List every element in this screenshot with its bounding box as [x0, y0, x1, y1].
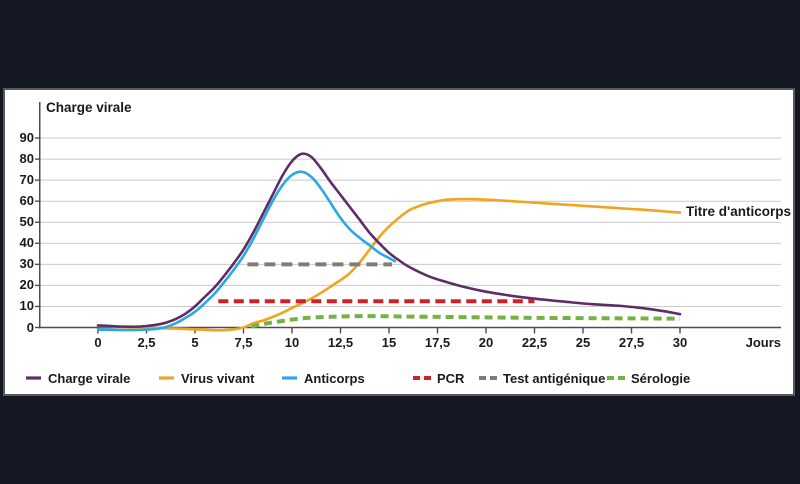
series-line-virus-vivant	[96, 197, 682, 332]
series-lines	[96, 152, 682, 332]
y-tick-label: 40	[19, 235, 34, 251]
tick-marks	[35, 137, 681, 334]
legend-item-label: Virus vivant	[181, 370, 255, 386]
x-axis-title: Jours	[745, 335, 781, 350]
series-line-charge-virale	[96, 152, 682, 329]
y-tick-label: 30	[19, 256, 34, 272]
y-tick-label: 10	[19, 298, 34, 314]
legend-item-serologie: Sérologie	[607, 370, 690, 386]
y-tick-label: 70	[19, 172, 34, 188]
x-tick-label: 30	[672, 335, 688, 350]
x-tick-label: 17,5	[424, 335, 451, 350]
x-tick-label: 27,5	[618, 335, 645, 350]
axis-lines	[39, 102, 781, 329]
x-tick-label: 2,5	[137, 335, 156, 350]
x-tick-label: 7,5	[234, 335, 253, 350]
legend-item-label: Charge virale	[48, 370, 131, 386]
grid-lines	[39, 137, 781, 307]
x-tick-label: 5	[191, 335, 199, 350]
charge-virale-line-icon	[26, 376, 41, 380]
x-tick-label: 15	[381, 335, 397, 350]
y-tick-label: 50	[19, 214, 34, 230]
serologie-line-icon	[607, 376, 625, 380]
y-tick-label: 60	[19, 193, 34, 209]
y-tick-label: 0	[26, 319, 34, 335]
y-tick-label: 90	[19, 130, 34, 146]
pcr-line-icon	[413, 376, 431, 380]
y-tick-label: 20	[19, 277, 34, 293]
virus-vivant-line-icon	[159, 376, 174, 380]
x-tick-label: 12,5	[327, 335, 354, 350]
legend-item-test-antigenique: Test antigénique	[479, 370, 605, 386]
x-tick-label: 10	[284, 335, 300, 350]
antibody-titer-annotation: Titre d'anticorps	[686, 204, 791, 219]
test-antigenique-line-icon	[479, 376, 497, 380]
legend-item-label: Anticorps	[304, 370, 365, 386]
series-line-anticorps	[96, 170, 397, 332]
legend-item-label: Sérologie	[631, 370, 691, 386]
legend-item-label: Test antigénique	[503, 370, 606, 386]
y-tick-label: 80	[19, 151, 34, 167]
legend-item-label: PCR	[437, 370, 465, 386]
legend-item-anticorps: Anticorps	[282, 370, 365, 386]
x-tick-label: 20	[478, 335, 494, 350]
series-line-serologie	[250, 314, 681, 329]
legend-item-virus-vivant: Virus vivant	[159, 370, 254, 386]
x-tick-label: 25	[575, 335, 591, 350]
x-tick-label: 22,5	[521, 335, 548, 350]
chart-panel	[3, 88, 795, 396]
legend-item-charge-virale: Charge virale	[26, 370, 130, 386]
anticorps-line-icon	[282, 376, 297, 380]
legend-item-pcr: PCR	[413, 370, 464, 386]
x-tick-label: 0	[94, 335, 102, 350]
y-axis-title: Charge virale	[46, 100, 132, 115]
